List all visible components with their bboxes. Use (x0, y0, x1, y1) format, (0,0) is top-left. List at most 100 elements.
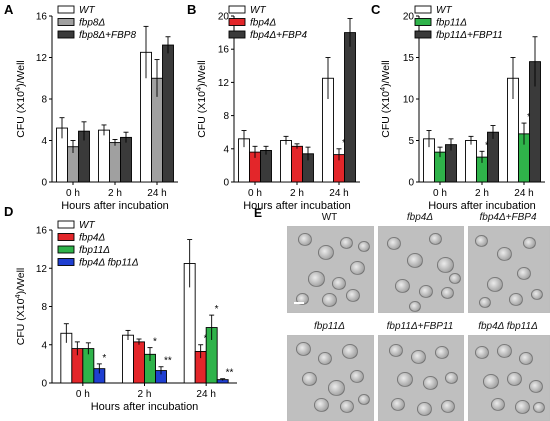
cell-blob (497, 344, 512, 358)
legend-label: fbp8Δ+FBP8 (79, 30, 136, 41)
cell-blob (531, 289, 543, 300)
y-axis-label: CFU (X104)/Well (194, 60, 208, 138)
cell-blob (449, 273, 461, 284)
cell-blob (389, 344, 403, 357)
cell-blob (441, 287, 454, 299)
bar (120, 136, 132, 183)
cell-blob (435, 346, 449, 359)
y-tick-label: 0 (41, 178, 47, 189)
significance-mark: * (215, 304, 219, 315)
y-tick-label: 20 (218, 12, 230, 23)
x-tick-label: 24 h (329, 188, 348, 199)
cell-blob (479, 297, 491, 308)
y-axis-label: CFU (X104)/Well (13, 268, 27, 346)
y-tick-label: 0 (408, 178, 414, 189)
x-axis-label: Hours after incubation (243, 200, 351, 212)
y-tick-label: 16 (218, 45, 230, 56)
cell-blob (328, 380, 345, 396)
significance-mark: * (485, 140, 489, 151)
bar (98, 129, 110, 183)
legend-label: WT (250, 5, 266, 16)
legend-swatch (57, 220, 75, 229)
x-axis-label: Hours after incubation (91, 401, 199, 413)
micrograph-image (378, 226, 464, 313)
cell-blob (497, 247, 512, 261)
legend-swatch (414, 5, 432, 14)
x-tick-label: 24 h (196, 389, 215, 400)
legend-label: WT (79, 5, 95, 16)
cell-blob (342, 344, 358, 359)
cell-blob (407, 253, 423, 268)
y-tick-label: 8 (41, 302, 47, 313)
x-axis-label: Hours after incubation (428, 200, 536, 212)
y-axis-label-tail: )/Well (196, 60, 208, 87)
bar (109, 142, 121, 183)
significance-mark: * (342, 138, 346, 149)
y-tick-label: 4 (223, 144, 229, 155)
cell-blob (487, 277, 503, 292)
y-axis-label-main: CFU (X10 (15, 298, 27, 345)
y-tick-label: 16 (36, 12, 48, 23)
panel-letter: B (187, 2, 196, 17)
y-axis-label-sup: 4 (378, 87, 387, 91)
cell-blob (507, 372, 522, 386)
cell-blob (308, 271, 325, 287)
cell-blob (302, 372, 317, 386)
legend-label: WT (79, 220, 95, 231)
legend-swatch (57, 233, 75, 241)
cell-blob (322, 293, 337, 307)
x-tick-label: 0 h (248, 188, 262, 199)
legend-label: fbp4Δ (79, 233, 105, 244)
x-tick-label: 24 h (514, 188, 533, 199)
cell-blob (429, 233, 442, 245)
cell-blob (296, 342, 311, 356)
legend-swatch (57, 245, 75, 254)
y-tick-label: 8 (41, 95, 47, 106)
cell-blob (318, 245, 334, 260)
significance-mark: * (204, 333, 208, 344)
cell-blob (519, 352, 533, 365)
x-tick-label: 0 h (433, 188, 447, 199)
significance-mark: * (102, 353, 106, 364)
cell-blob (346, 289, 360, 302)
y-tick-label: 12 (36, 53, 48, 64)
significance-mark: ** (226, 368, 234, 379)
panel-letter: A (4, 2, 14, 17)
bar (133, 341, 145, 384)
cell-blob (298, 233, 312, 246)
legend-swatch (57, 5, 75, 14)
cell-blob (517, 267, 531, 280)
legend-label: fbp11Δ (79, 245, 110, 256)
cell-blob (491, 398, 505, 411)
x-tick-label: 2 h (475, 188, 489, 199)
y-tick-label: 8 (223, 111, 229, 122)
x-tick-label: 2 h (138, 389, 152, 400)
legend-label: WT (436, 5, 452, 16)
micrograph-label: fbp4Δ (406, 212, 434, 223)
cell-blob (475, 346, 489, 359)
y-axis-label-sup: 4 (13, 294, 22, 298)
y-axis-label-tail: )/Well (15, 60, 27, 87)
cell-blob (437, 257, 454, 273)
legend-label: fbp4Δ fbp11Δ (79, 258, 139, 269)
cell-blob (318, 352, 332, 365)
cell-blob (296, 293, 309, 305)
cell-blob (483, 374, 499, 389)
legend-label: fbp4Δ+FBP4 (250, 30, 307, 41)
panel-letter: C (371, 2, 381, 17)
x-tick-label: 2 h (108, 188, 122, 199)
y-tick-label: 0 (223, 178, 229, 189)
legend-label: fbp8Δ (79, 18, 105, 29)
y-tick-label: 4 (41, 136, 47, 147)
x-tick-label: 24 h (147, 188, 166, 199)
cell-blob (340, 400, 354, 413)
bar (280, 140, 292, 183)
cell-blob (411, 350, 426, 364)
y-tick-label: 20 (403, 12, 415, 23)
cell-blob (475, 235, 488, 247)
x-axis-label: Hours after incubation (61, 200, 169, 212)
y-tick-label: 10 (403, 95, 415, 106)
bar (344, 32, 356, 183)
cell-blob (358, 394, 370, 405)
chart-panel-c: C 0 5 10 15 20 CFU (X104)/Well 0 h * 2 h * 24 hHour… (371, 2, 545, 212)
